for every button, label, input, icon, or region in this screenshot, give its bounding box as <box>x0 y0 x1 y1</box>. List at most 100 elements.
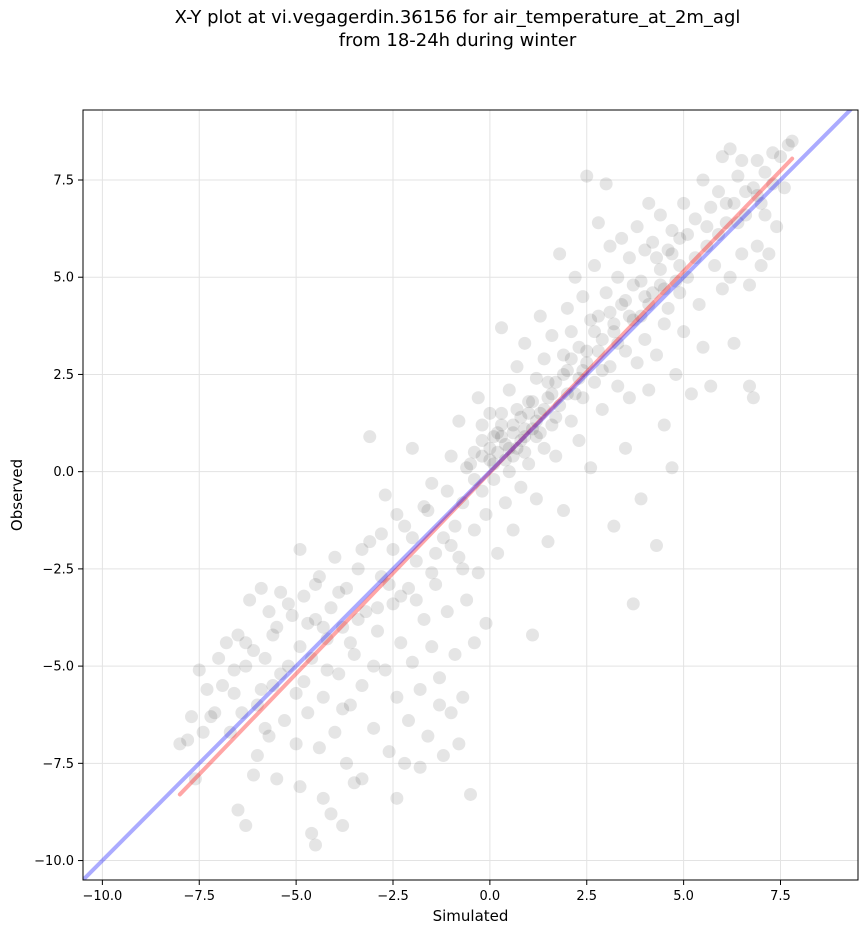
data-point <box>351 562 365 576</box>
data-point <box>363 430 377 444</box>
data-point <box>766 146 780 160</box>
data-point <box>696 173 710 187</box>
data-point <box>433 671 446 685</box>
data-point <box>324 601 338 615</box>
data-point <box>549 449 563 463</box>
data-point <box>181 733 195 747</box>
data-point <box>785 134 799 148</box>
data-point <box>526 422 539 436</box>
data-point <box>467 523 481 537</box>
data-point <box>196 725 210 739</box>
one-to-one-line <box>83 110 854 880</box>
y-tick-label: 2.5 <box>53 368 74 383</box>
data-point <box>208 706 222 720</box>
data-point <box>464 457 477 471</box>
data-point <box>320 663 334 677</box>
data-point <box>661 301 675 315</box>
data-point <box>386 597 400 611</box>
data-point <box>564 352 578 366</box>
data-point <box>518 336 532 350</box>
data-point <box>560 301 574 315</box>
data-point <box>243 593 257 607</box>
data-point <box>758 208 772 222</box>
data-point <box>580 356 594 370</box>
data-point <box>704 379 718 393</box>
data-point <box>750 154 764 168</box>
data-point <box>487 457 501 471</box>
data-point <box>262 729 276 743</box>
data-point <box>599 177 613 191</box>
data-point <box>371 624 384 638</box>
data-point <box>622 251 636 265</box>
data-point <box>704 200 718 214</box>
data-point <box>619 441 632 455</box>
x-tick-label: 0.0 <box>480 889 501 904</box>
data-point <box>483 441 497 455</box>
data-point <box>444 706 458 720</box>
data-point <box>212 651 226 665</box>
data-point <box>460 461 474 475</box>
data-point <box>653 278 667 292</box>
data-point <box>584 461 598 475</box>
x-tick-label: −5.0 <box>280 889 312 904</box>
data-point <box>634 309 648 323</box>
data-point <box>200 682 214 696</box>
data-point <box>394 589 408 603</box>
data-point <box>471 391 485 405</box>
data-point <box>316 791 330 805</box>
data-point <box>185 710 198 724</box>
data-point <box>630 356 644 370</box>
data-point <box>239 636 253 650</box>
data-point <box>219 636 233 650</box>
data-point <box>301 706 315 720</box>
data-point <box>545 418 559 432</box>
data-point <box>650 348 663 362</box>
data-point <box>564 325 578 339</box>
data-point <box>619 294 632 308</box>
data-point <box>495 321 508 335</box>
data-point <box>607 519 621 533</box>
data-point <box>595 364 609 378</box>
data-point <box>634 274 648 288</box>
data-point <box>774 150 787 164</box>
data-point <box>239 659 253 673</box>
data-point <box>731 216 745 230</box>
data-point <box>475 449 489 463</box>
data-point <box>661 243 675 257</box>
data-point <box>684 387 698 401</box>
data-point <box>405 655 419 669</box>
data-point <box>576 391 590 405</box>
data-point <box>475 418 489 432</box>
data-point <box>231 803 245 817</box>
data-point <box>452 414 466 428</box>
data-point <box>456 496 470 510</box>
data-point <box>374 570 388 584</box>
data-point <box>719 196 733 210</box>
y-tick-label: −7.5 <box>42 757 74 772</box>
data-point <box>405 441 419 455</box>
data-point <box>250 749 264 763</box>
data-point <box>448 519 462 533</box>
x-axis-ticks: −10.0 −7.5 −5.0 −2.5 0.0 2.5 5.0 7.5 <box>82 880 791 904</box>
data-point <box>735 154 749 168</box>
data-point <box>603 360 617 374</box>
data-point <box>529 414 543 428</box>
data-point <box>611 270 625 284</box>
data-point <box>502 441 516 455</box>
data-point <box>723 270 737 284</box>
data-point <box>754 259 768 273</box>
data-point <box>626 313 640 327</box>
data-point <box>595 332 609 346</box>
data-point <box>526 395 539 409</box>
chart-title-line2: from 18-24h during winter <box>338 30 577 51</box>
data-point <box>611 336 625 350</box>
data-point <box>564 414 578 428</box>
data-point <box>363 535 377 549</box>
data-point <box>553 247 567 261</box>
data-point <box>390 507 404 521</box>
data-point <box>611 379 625 393</box>
data-point <box>537 441 551 455</box>
data-point <box>568 270 582 284</box>
data-point <box>557 348 570 362</box>
